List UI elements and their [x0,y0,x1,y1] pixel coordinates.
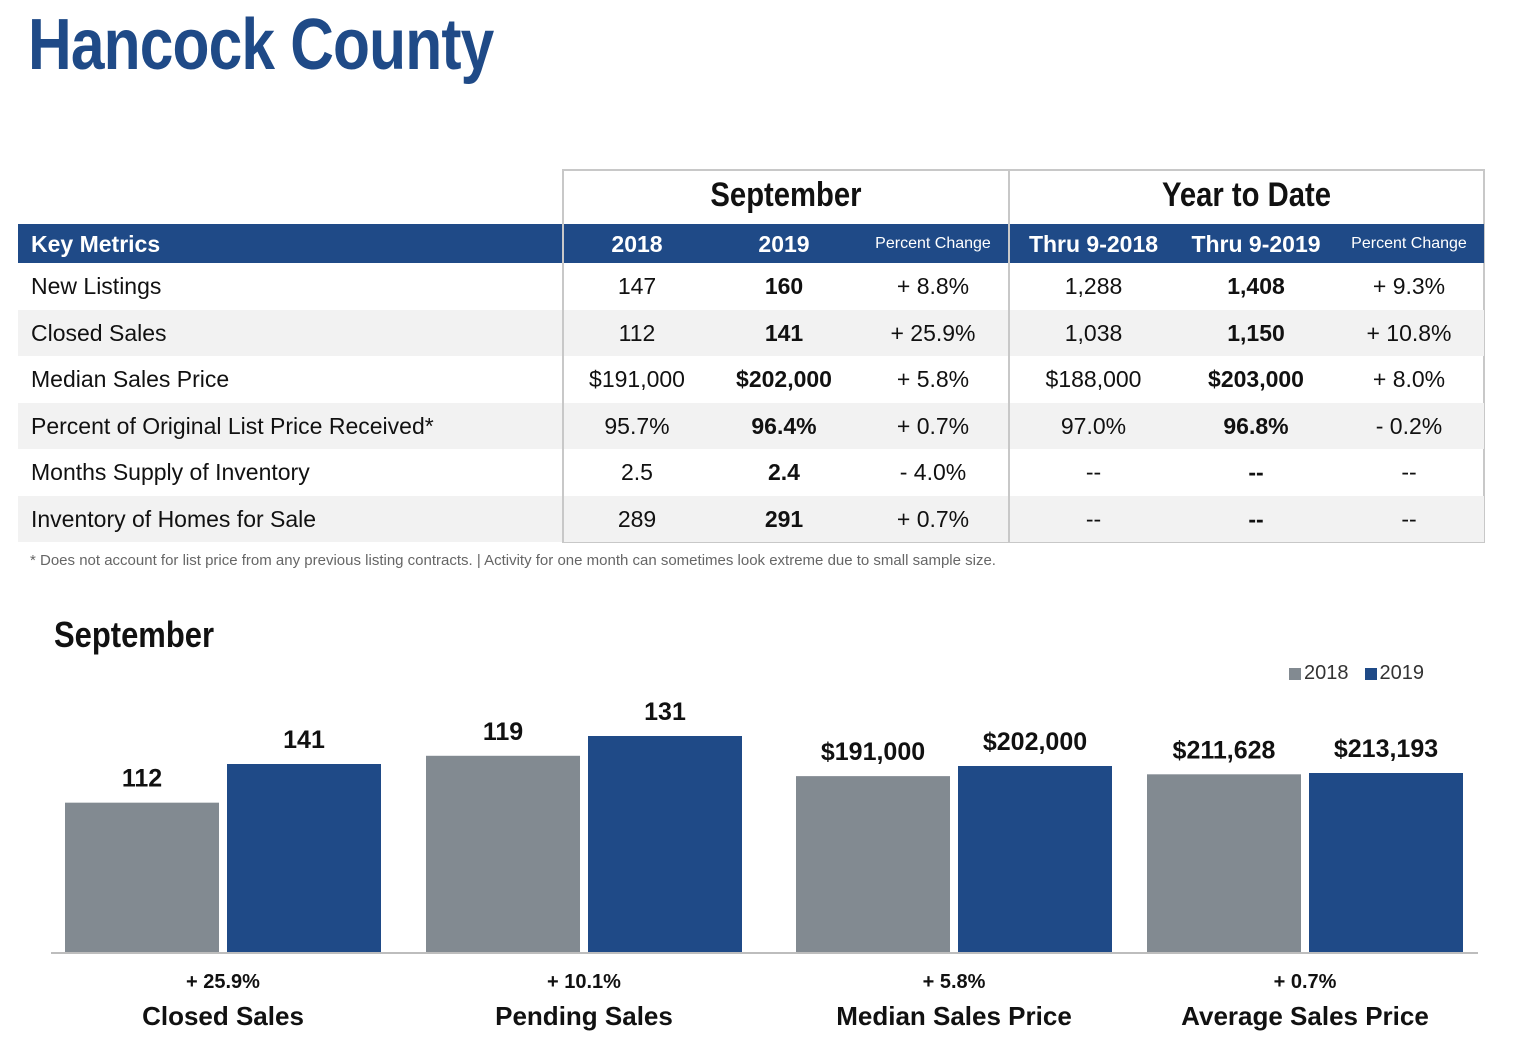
group-header-ytd: Year to Date [1161,176,1332,214]
value-2019: 2.4 [768,459,800,485]
metric-name: New Listings [31,273,162,299]
percent-change: + 5.8% [896,366,970,392]
value-2019: $202,000 [736,366,832,392]
data-label: 119 [483,718,523,746]
data-label: $213,193 [1334,735,1438,763]
header-key-metrics: Key Metrics [31,231,161,257]
table-row [18,402,1484,449]
value-2019: 141 [764,319,804,346]
value-2018: $191,000 [589,366,685,392]
value-2018: 95.7% [604,412,670,439]
table-row [18,309,1484,356]
category-label: Closed Sales [142,1001,304,1031]
ytd-percent-change: -- [1401,459,1417,485]
header-ytd-percent-change: Percent Change [1351,235,1467,252]
bar-2019 [1309,773,1463,952]
value-2018: 289 [617,505,657,532]
metric-name: Median Sales Price [31,366,230,392]
percent-change: + 25.9% [890,319,976,346]
bar-2019 [227,764,381,952]
percent-change: + 8.8% [896,273,970,299]
ytd-2019: 1,408 [1227,273,1285,299]
value-2019: 291 [764,505,804,532]
table-row [18,495,1484,542]
legend-label-2018: 2018 [1304,662,1349,684]
ytd-percent-change: + 9.3% [1372,273,1446,299]
data-label: 141 [283,726,325,754]
footnote: * Does not account for list price from a… [30,552,996,569]
ytd-percent-change: -- [1401,505,1417,532]
bar-2018 [796,776,950,952]
chart-title: September [54,614,215,655]
ytd-2019: -- [1248,505,1264,532]
header-2018: 2018 [611,231,663,257]
bar-2019 [588,736,742,952]
chart-legend: 2018 2019 [1289,662,1424,685]
category-label: Median Sales Price [836,1001,1072,1031]
metric-name: Percent of Original List Price Received* [31,412,434,439]
ytd-2018: -- [1085,505,1102,532]
bar-2018 [426,755,580,952]
ytd-2018: $188,000 [1045,366,1142,392]
ytd-percent-change: - 0.2% [1375,412,1443,439]
data-label: $191,000 [821,738,925,766]
header-percent-change: Percent Change [875,235,991,252]
category-label: Average Sales Price [1181,1001,1429,1031]
metric-name: Inventory of Homes for Sale [31,505,317,532]
metric-name: Closed Sales [31,319,167,346]
header-thru-9-2019: Thru 9-2019 [1191,231,1321,257]
ytd-2019: $203,000 [1208,366,1304,392]
data-label: 112 [122,765,162,793]
ytd-2018: 1,038 [1064,319,1123,346]
value-2018: 147 [617,273,657,299]
data-label: $211,628 [1173,736,1276,764]
metric-name: Months Supply of Inventory [31,459,310,485]
percent-change-label: + 25.9% [186,971,260,993]
ytd-2018: 1,288 [1064,273,1123,299]
ytd-2019: 1,150 [1227,319,1285,346]
table-divider [562,224,564,543]
header-thru-9-2018: Thru 9-2018 [1028,231,1159,257]
ytd-2018: -- [1085,459,1102,485]
ytd-2019: -- [1248,459,1264,485]
table-divider [1008,224,1010,543]
ytd-2018: 97.0% [1060,412,1127,439]
legend-swatch-2019 [1364,667,1377,680]
ytd-percent-change: + 8.0% [1372,366,1446,392]
value-2019: 160 [764,273,804,299]
table-header-band [18,224,1484,263]
bar-2019 [958,766,1112,952]
value-2018: 2.5 [621,459,653,485]
percent-change: + 0.7% [896,412,970,439]
legend-label-2019: 2019 [1379,662,1425,684]
value-2018: 112 [618,319,656,346]
percent-change: - 4.0% [899,459,967,485]
group-header-september: September [710,176,862,214]
percent-change-label: + 5.8% [923,971,986,993]
page-title: Hancock County [28,5,494,85]
legend-swatch-2018 [1289,667,1301,680]
value-2019: 96.4% [751,412,817,439]
ytd-percent-change: + 10.8% [1366,319,1452,346]
bar-2018 [65,802,219,952]
bar-2018 [1147,774,1301,952]
ytd-2019: 96.8% [1223,412,1289,439]
category-label: Pending Sales [495,1001,673,1031]
percent-change: + 0.7% [896,505,970,532]
data-label: $202,000 [983,728,1087,756]
header-2019: 2019 [758,231,810,257]
percent-change-label: + 10.1% [547,971,621,993]
data-label: 131 [644,698,686,726]
percent-change-label: + 0.7% [1274,971,1337,993]
